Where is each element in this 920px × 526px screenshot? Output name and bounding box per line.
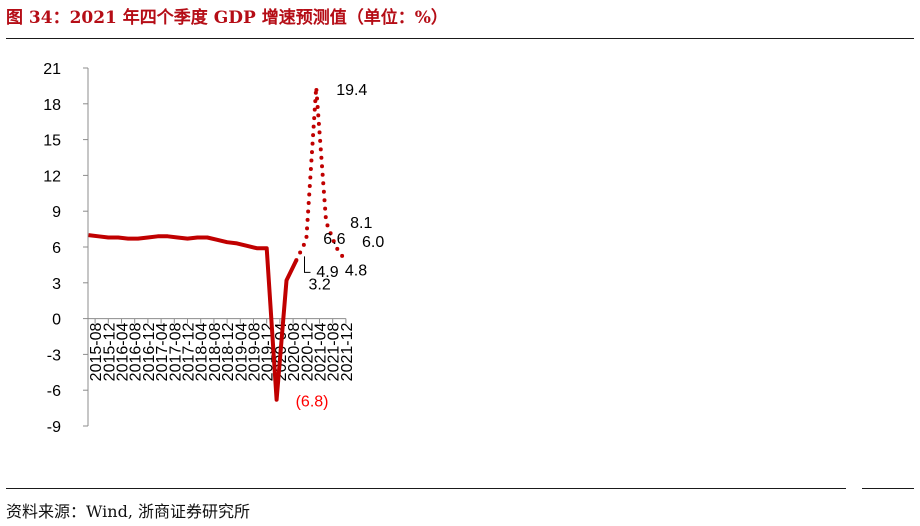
series-actual-line (88, 233, 299, 402)
x-tick-label: 2020-12 (299, 322, 316, 381)
y-tick-label: -9 (47, 419, 61, 436)
axes: -9-6-30369121518212015-082015-122016-042… (43, 61, 356, 436)
x-tick-label: 2018-08 (207, 322, 224, 381)
label-leader-line (304, 256, 311, 273)
y-tick-label: 12 (43, 168, 61, 185)
source-note: 资料来源：Wind, 浙商证券研究所 (6, 502, 251, 521)
header-divider (6, 38, 914, 39)
y-tick-label: 18 (43, 97, 61, 114)
x-tick-label: 2018-12 (220, 322, 237, 381)
data-label: 3.2 (309, 276, 331, 293)
x-tick-label: 2019-04 (233, 322, 250, 381)
x-tick-label: 2015-08 (88, 322, 105, 381)
chart-title: 图 34：2021 年四个季度 GDP 增速预测值（单位：%） (6, 8, 448, 28)
y-tick-label: 15 (43, 133, 61, 150)
x-tick-label: 2017-08 (167, 322, 184, 381)
x-tick-label: 2017-04 (154, 322, 171, 381)
data-labels: (6.8) 3.24.9 6.6 19.4 8.1 6.0 4.8 (296, 82, 385, 411)
data-label: 4.9 (316, 264, 338, 281)
data-label: 19.4 (336, 82, 367, 99)
x-tick-label: 2021-04 (313, 322, 330, 381)
data-label: 6.6 (323, 231, 345, 248)
x-tick-label: 2021-12 (339, 322, 356, 381)
series-forecast-line (294, 85, 348, 264)
y-tick-label: -6 (47, 383, 61, 400)
data-label: 6.0 (362, 234, 384, 251)
x-tick-label: 2016-04 (115, 322, 132, 381)
x-tick-label: 2020-08 (286, 322, 303, 381)
x-tick-label: 2016-08 (128, 322, 145, 381)
y-tick-label: 21 (43, 61, 61, 78)
x-tick-label: 2016-12 (141, 322, 158, 381)
footer-divider-right (862, 488, 914, 489)
y-tick-label: 6 (52, 240, 61, 257)
x-tick-label: 2018-04 (194, 322, 211, 381)
data-label: 8.1 (350, 215, 372, 232)
footer-divider (6, 488, 846, 489)
data-label: 4.8 (345, 262, 367, 279)
x-tick-label: 2017-12 (181, 322, 198, 381)
x-tick-label: 2015-12 (101, 322, 118, 381)
y-tick-label: 3 (52, 276, 61, 293)
x-tick-label: 2021-08 (326, 322, 343, 381)
gdp-forecast-chart: -9-6-30369121518212015-082015-122016-042… (43, 61, 385, 436)
y-tick-label: -3 (47, 347, 61, 364)
series-group (88, 85, 348, 402)
y-tick-label: 0 (52, 312, 61, 329)
data-label: (6.8) (296, 394, 329, 411)
y-tick-label: 9 (52, 204, 61, 221)
x-tick-label: 2019-08 (247, 322, 264, 381)
